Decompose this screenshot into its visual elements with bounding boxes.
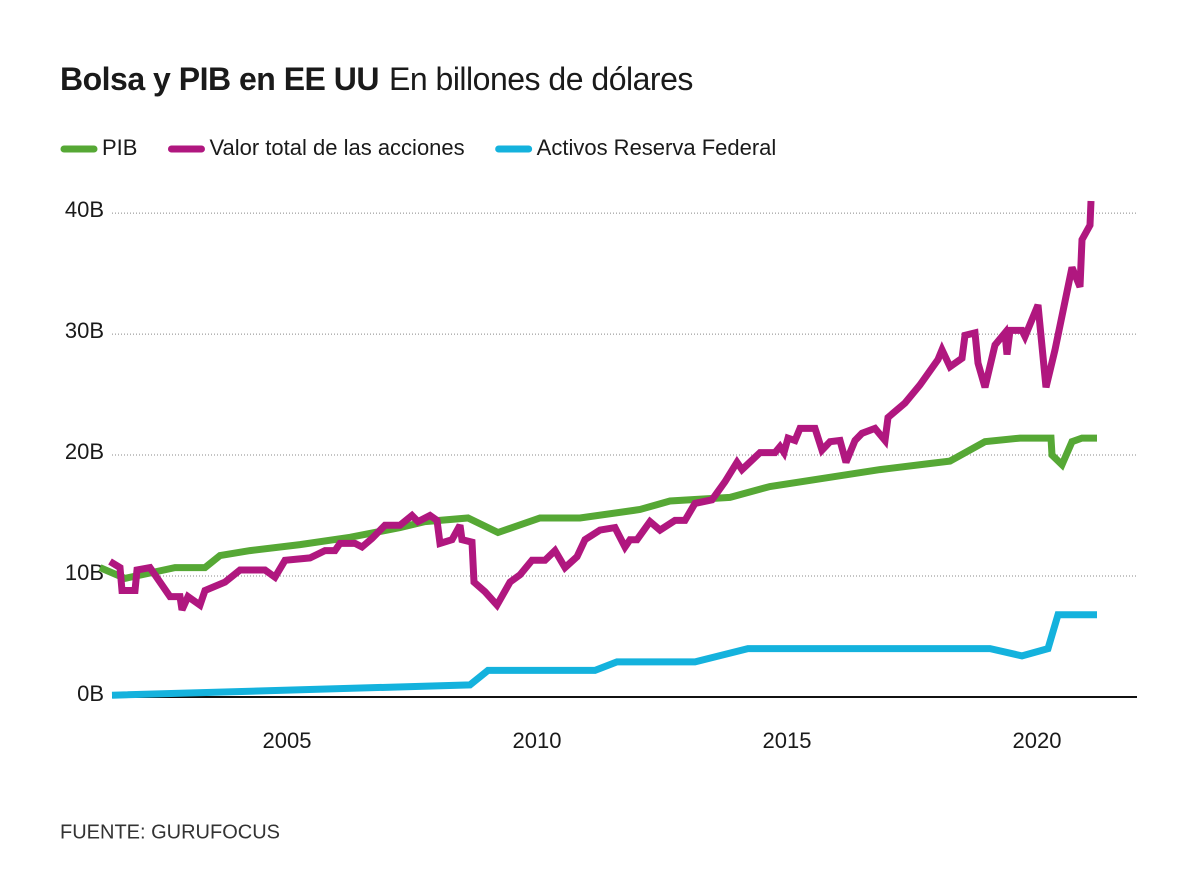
subtitle: En billones de dólares <box>389 61 693 97</box>
series-line <box>108 200 1095 612</box>
series-line <box>111 611 1097 699</box>
y-tick-label: 10B <box>65 560 104 585</box>
source: FUENTE: GURUFOCUS <box>60 821 280 843</box>
title: Bolsa y PIB en EE UU <box>60 61 379 97</box>
x-tick-label: 2005 <box>263 728 312 753</box>
legend-label: PIB <box>102 135 137 160</box>
y-tick-label: 0B <box>77 681 104 706</box>
y-tick-label: 30B <box>65 318 104 343</box>
y-tick-label: 40B <box>65 197 104 222</box>
legend-label: Activos Reserva Federal <box>537 135 777 160</box>
x-tick-label: 2010 <box>513 728 562 753</box>
y-tick-label: 20B <box>65 439 104 464</box>
x-tick-label: 2020 <box>1013 728 1062 753</box>
series-line <box>98 434 1097 583</box>
chart-title: Bolsa y PIB en EE UU En billones de dólar… <box>60 61 693 97</box>
x-tick-label: 2015 <box>763 728 812 753</box>
legend-label: Valor total de las acciones <box>209 135 464 160</box>
